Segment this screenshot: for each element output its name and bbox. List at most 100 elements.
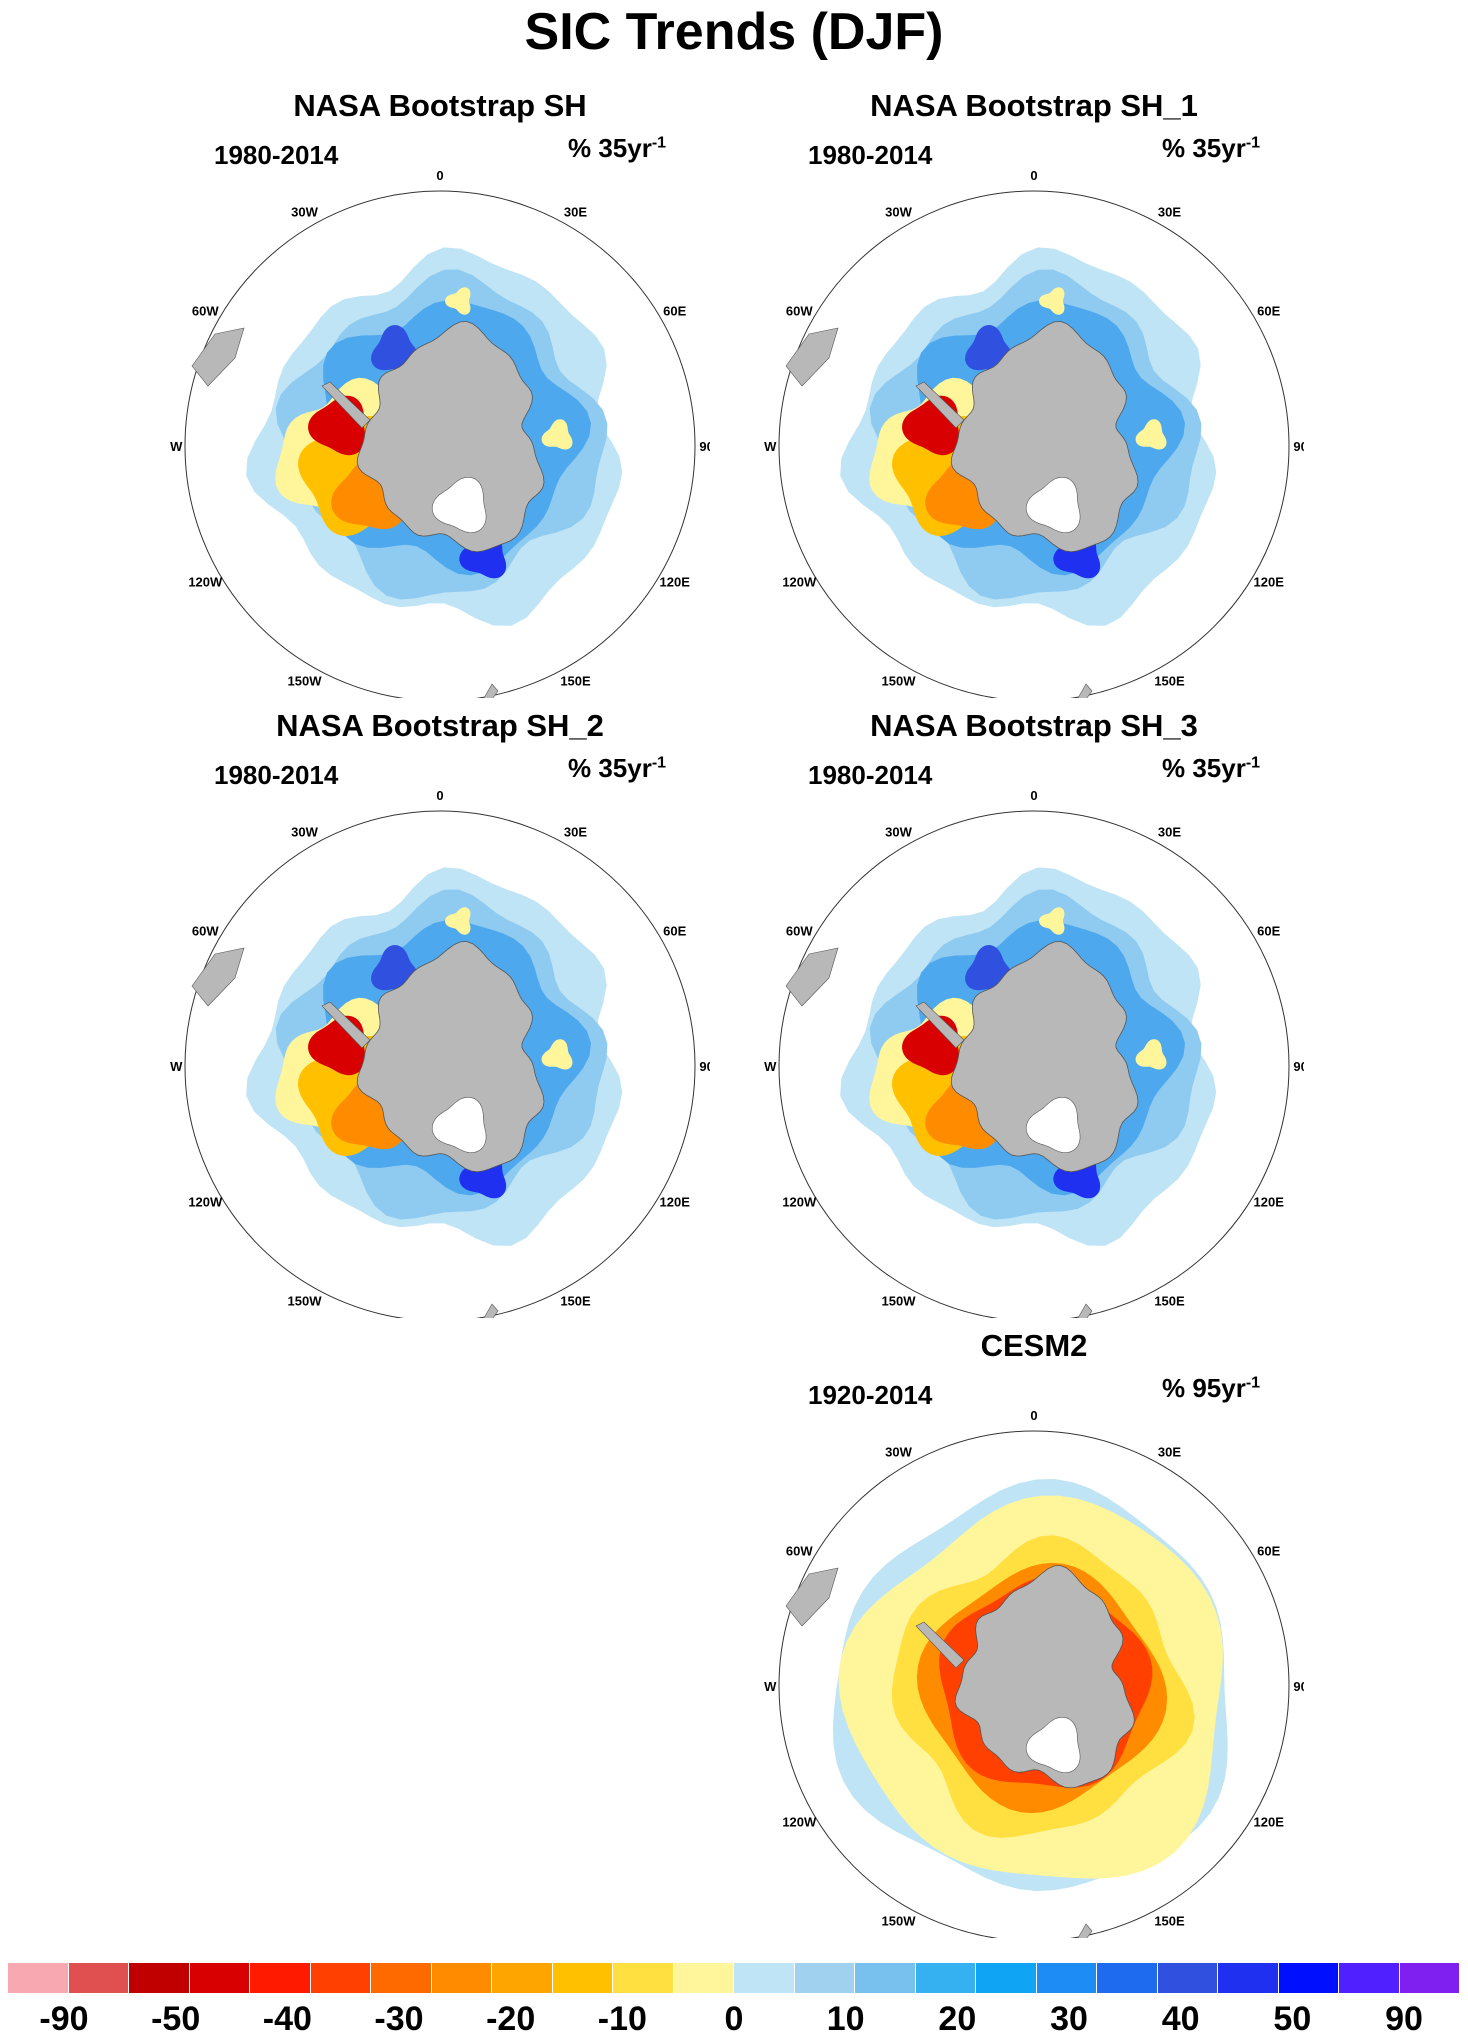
map-panel-nasa-bootstrap-sh: NASA Bootstrap SH 1980-2014 % 35yr-1 0 30…	[170, 88, 710, 698]
longitude-label: 150E	[1154, 1914, 1185, 1929]
colorbar-tick-label: -90	[39, 2000, 89, 2038]
units-label: % 35yr-1	[1162, 753, 1261, 783]
colorbar-swatch	[310, 1963, 371, 1993]
colorbar-tick-label: -40	[262, 2000, 312, 2038]
new-zealand-tip	[1077, 683, 1093, 698]
colorbar-swatch	[250, 1963, 311, 1993]
colorbar-swatch	[673, 1963, 734, 1993]
longitude-label: 120E	[1254, 1815, 1285, 1830]
colorbar-swatch	[613, 1963, 674, 1993]
longitude-label: 60W	[786, 924, 813, 939]
south-america-tip	[785, 947, 839, 1007]
colorbar-tick-label: -20	[486, 2000, 536, 2038]
longitude-label: 150E	[1154, 674, 1185, 689]
antarctic-peninsula	[915, 1001, 965, 1049]
longitude-label: 90W	[764, 1679, 777, 1694]
period-label: 1980-2014	[214, 760, 339, 790]
longitude-label: 60E	[663, 304, 686, 319]
longitude-label: 60W	[786, 1544, 813, 1559]
longitude-label: 150E	[560, 1294, 591, 1309]
longitude-label: 90W	[764, 1059, 777, 1074]
longitude-label: 150E	[1154, 1294, 1185, 1309]
colorbar-tick-label: 90	[1385, 2000, 1423, 2038]
colorbar-swatch	[1339, 1963, 1400, 1993]
period-label: 1920-2014	[808, 1380, 933, 1410]
antarctica-landmass	[950, 321, 1139, 553]
longitude-label: 0	[1030, 788, 1037, 803]
colorbar-tick-label: -30	[374, 2000, 424, 2038]
antarctica-landmass	[356, 321, 545, 553]
new-zealand-tip	[483, 1303, 499, 1318]
longitude-label: 90E	[1293, 439, 1304, 454]
longitude-label: 150W	[288, 1294, 323, 1309]
longitude-label: 120W	[188, 1195, 223, 1210]
colorbar-tick-label: 50	[1273, 2000, 1312, 2038]
panel-title: NASA Bootstrap SH_3	[870, 708, 1198, 743]
colorbar-swatch	[855, 1963, 916, 1993]
longitude-label: 0	[436, 788, 443, 803]
antarctic-peninsula	[915, 1621, 965, 1669]
longitude-label: 120W	[782, 575, 817, 590]
colorbar-tick-label: 0	[724, 2000, 744, 2038]
colorbar-swatch	[371, 1963, 432, 1993]
period-label: 1980-2014	[808, 760, 933, 790]
longitude-label: 150E	[560, 674, 591, 689]
ross-ice-shelf	[1025, 477, 1081, 534]
colorbar-swatch	[431, 1963, 492, 1993]
longitude-label: 30E	[564, 204, 587, 219]
ross-ice-shelf	[1025, 1097, 1081, 1154]
longitude-label: 60E	[1257, 1544, 1280, 1559]
colorbar-tick-label: 30	[1050, 2000, 1088, 2038]
new-zealand-tip	[483, 683, 499, 698]
colorbar-tick-label: 40	[1161, 2000, 1200, 2038]
south-america-tip	[785, 327, 839, 387]
longitude-label: 90E	[699, 1059, 710, 1074]
trend-region-weak-decrease	[541, 419, 573, 450]
trend-region-weak-decrease	[1135, 419, 1167, 450]
colorbar-swatch	[794, 1963, 855, 1993]
colorbar-swatch	[976, 1963, 1037, 1993]
longitude-label: 60W	[786, 304, 813, 319]
antarctica-landmass	[950, 941, 1139, 1173]
trend-region-weak-decrease	[541, 1039, 573, 1070]
colorbar-swatch	[1097, 1963, 1158, 1993]
colorbar-tick-label: 20	[938, 2000, 977, 2038]
longitude-label: 120W	[782, 1195, 817, 1210]
polar-map: 030E60E90E120E150E180150W120W90W60W30W	[170, 168, 710, 698]
longitude-label: 90E	[699, 439, 710, 454]
map-panel-nasa-bootstrap-sh-2: NASA Bootstrap SH_2 1980-2014 % 35yr-1 0…	[170, 708, 710, 1318]
colorbar	[8, 1963, 1460, 1993]
colorbar-tick-label: -50	[151, 2000, 201, 2038]
longitude-label: 120W	[782, 1815, 817, 1830]
longitude-label: 30E	[1158, 824, 1181, 839]
antarctica-landmass	[356, 941, 545, 1173]
antarctic-peninsula	[915, 381, 965, 429]
polar-map: 030E60E90E120E150E180150W120W90W60W30W	[764, 788, 1304, 1318]
longitude-label: 150W	[882, 1294, 917, 1309]
trend-region-weak-decrease	[1135, 1039, 1167, 1070]
new-zealand-tip	[1077, 1923, 1093, 1938]
longitude-label: 30W	[291, 204, 318, 219]
colorbar-swatch	[492, 1963, 553, 1993]
units-label: % 35yr-1	[1162, 133, 1261, 163]
longitude-label: 30W	[885, 1444, 912, 1459]
colorbar-swatch	[1157, 1963, 1218, 1993]
antarctica-landmass	[954, 1565, 1135, 1789]
colorbar-swatch	[1399, 1963, 1460, 1993]
polar-map: 030E60E90E120E150E180150W120W90W60W30W	[170, 788, 710, 1318]
panel-title: NASA Bootstrap SH_2	[276, 708, 604, 743]
trend-region-weak-decrease	[1039, 907, 1065, 935]
colorbar-swatch	[129, 1963, 190, 1993]
antarctic-peninsula	[321, 381, 371, 429]
longitude-label: 30W	[885, 204, 912, 219]
longitude-label: 0	[1030, 168, 1037, 183]
map-panel-nasa-bootstrap-sh-1: NASA Bootstrap SH_1 1980-2014 % 35yr-1 0…	[764, 88, 1304, 698]
colorbar-swatch	[189, 1963, 250, 1993]
ross-ice-shelf	[431, 477, 487, 534]
colorbar-swatch	[8, 1963, 69, 1993]
map-panel-nasa-bootstrap-sh-3: NASA Bootstrap SH_3 1980-2014 % 35yr-1 0…	[764, 708, 1304, 1318]
panel-title: NASA Bootstrap SH_1	[870, 88, 1198, 123]
longitude-label: 150W	[882, 674, 917, 689]
longitude-label: 60W	[192, 924, 219, 939]
longitude-label: 0	[1030, 1408, 1037, 1423]
